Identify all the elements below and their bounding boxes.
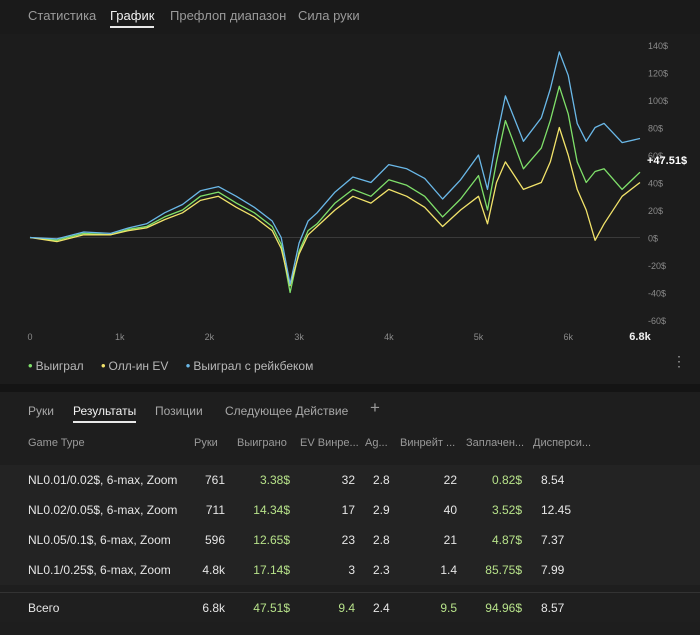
tab-positions[interactable]: Позиции [155, 404, 203, 418]
column-header-won[interactable]: Выиграно [237, 437, 287, 449]
series-line-0 [29, 85, 641, 294]
cell-won: 17.14$ [253, 563, 290, 577]
cell-ev-winrate: 23 [341, 533, 355, 547]
table-row[interactable]: NL0.02/0.05$, 6-max, Zoom 711 14.34$ 17 … [0, 495, 700, 525]
cell-won: 47.51$ [253, 601, 290, 615]
table-row[interactable]: NL0.01/0.02$, 6-max, Zoom 761 3.38$ 32 2… [0, 465, 700, 495]
x-tick-label: 1k [115, 332, 125, 342]
tab-next-action[interactable]: Следующее Действие [225, 404, 349, 418]
cell-winrate: 1.4 [440, 563, 457, 577]
cell-aggression: 2.8 [373, 473, 390, 487]
table-row[interactable]: NL0.05/0.1$, 6-max, Zoom 596 12.65$ 23 2… [0, 525, 700, 555]
x-tick-label: 5k [474, 332, 484, 342]
results-panel: Руки Результаты Позиции Следующее Действ… [0, 392, 700, 635]
cell-aggression: 2.8 [373, 533, 390, 547]
cell-winrate: 22 [443, 473, 457, 487]
x-tick-label: 6k [563, 332, 573, 342]
cell-paid: 4.87$ [491, 533, 522, 547]
legend-item-won[interactable]: • Выиграл [28, 358, 84, 373]
y-tick-label: 60$ [648, 151, 663, 161]
cell-winrate: 21 [443, 533, 457, 547]
cell-won: 3.38$ [259, 473, 290, 487]
y-tick-label: 80$ [648, 124, 663, 134]
legend-item-won-rakeback[interactable]: • Выиграл с рейкбеком [185, 358, 314, 373]
table-header [0, 428, 700, 458]
column-header-game-type[interactable]: Game Type [28, 437, 85, 449]
cell-hands: 711 [205, 503, 225, 517]
cell-ev-winrate: 32 [341, 473, 355, 487]
legend-label: Выиграл [35, 359, 84, 373]
cell-winrate: 40 [443, 503, 457, 517]
end-value-label: +47.51$ [647, 155, 687, 167]
top-tab-bar: Статистика График Префлоп диапазон Сила … [0, 0, 700, 34]
y-tick-label: 140$ [648, 41, 668, 51]
column-header-paid[interactable]: Заплачен... [466, 437, 525, 449]
y-tick-label: -40$ [648, 289, 666, 299]
cell-game-type: NL0.1/0.25$, 6-max, Zoom [28, 563, 171, 577]
cell-paid: 94.96$ [485, 601, 522, 615]
column-header-variance[interactable]: Дисперси... [533, 437, 592, 449]
cell-ev-winrate: 3 [348, 563, 355, 577]
y-tick-label: -60$ [648, 316, 666, 326]
legend-item-allin-ev[interactable]: • Олл-ин EV [100, 358, 169, 373]
column-header-winrate[interactable]: Винрейт ... [400, 437, 456, 449]
profit-chart: 140$ 120$ 100$ 80$ 60$ 40$ 20$ 0$ -20$ -40$ -60$ 0 1… [27, 41, 687, 343]
cell-variance: 8.54 [541, 473, 565, 487]
series-line-1 [29, 126, 641, 287]
column-header-hands[interactable]: Руки [194, 437, 218, 449]
tab-hand-strength[interactable]: Сила руки [298, 8, 360, 23]
tab-hands[interactable]: Руки [28, 404, 54, 418]
x-tick-label: 3k [294, 332, 304, 342]
legend-label: Выиграл с рейкбеком [193, 359, 314, 373]
divider [0, 384, 700, 392]
y-tick-label: 0$ [648, 234, 658, 244]
cell-hands: 761 [204, 473, 225, 487]
cell-ev-winrate: 17 [341, 503, 355, 517]
y-tick-label: -20$ [648, 261, 666, 271]
x-tick-label: 0 [27, 332, 32, 342]
table-row[interactable]: NL0.1/0.25$, 6-max, Zoom 4.8k 17.14$ 3 2… [0, 555, 700, 585]
cell-paid: 85.75$ [485, 563, 522, 577]
y-tick-label: 40$ [648, 179, 663, 189]
series-line-2 [29, 51, 641, 285]
x-tick-label: 2k [205, 332, 215, 342]
y-tick-label: 100$ [648, 96, 668, 106]
add-tab-button[interactable]: + [370, 398, 380, 417]
table-total-row[interactable]: Всего 6.8k 47.51$ 9.4 2.4 9.5 94.96$ 8.5… [0, 592, 700, 622]
cell-total-label: Всего [28, 601, 60, 615]
cell-game-type: NL0.01/0.02$, 6-max, Zoom [28, 473, 178, 487]
cell-winrate: 9.5 [440, 601, 457, 615]
y-tick-label: 20$ [648, 206, 663, 216]
more-vertical-icon[interactable]: ⋮ [672, 353, 686, 369]
x-tick-label: 6.8k [629, 331, 651, 343]
cell-paid: 0.82$ [491, 473, 522, 487]
cell-variance: 7.37 [541, 533, 565, 547]
cell-game-type: NL0.05/0.1$, 6-max, Zoom [28, 533, 171, 547]
cell-aggression: 2.9 [373, 503, 390, 517]
cell-paid: 3.52$ [491, 503, 522, 517]
column-header-aggression[interactable]: Ag... [365, 437, 387, 449]
cell-aggression: 2.4 [373, 601, 390, 615]
column-header-ev-winrate[interactable]: EV Винре... [300, 437, 358, 449]
cell-won: 12.65$ [253, 533, 290, 547]
tab-preflop-range[interactable]: Префлоп диапазон [170, 8, 287, 23]
y-tick-label: 120$ [648, 69, 668, 79]
cell-hands: 596 [204, 533, 225, 547]
cell-game-type: NL0.02/0.05$, 6-max, Zoom [28, 503, 178, 517]
tab-statistics[interactable]: Статистика [28, 8, 97, 23]
cell-hands: 4.8k [202, 563, 225, 577]
cell-variance: 12.45 [541, 503, 572, 517]
cell-ev-winrate: 9.4 [338, 601, 355, 615]
cell-won: 14.34$ [253, 503, 290, 517]
tab-graph[interactable]: График [110, 8, 155, 28]
cell-aggression: 2.3 [373, 563, 390, 577]
tab-results[interactable]: Результаты [73, 404, 137, 423]
cell-variance: 7.99 [541, 563, 565, 577]
x-tick-label: 4k [384, 332, 394, 342]
cell-variance: 8.57 [541, 601, 565, 615]
cell-hands: 6.8k [202, 601, 225, 615]
legend-label: Олл-ин EV [108, 359, 169, 373]
chart-legend: • Выиграл • Олл-ин EV • Выиграл с рейкбеком [28, 358, 327, 373]
